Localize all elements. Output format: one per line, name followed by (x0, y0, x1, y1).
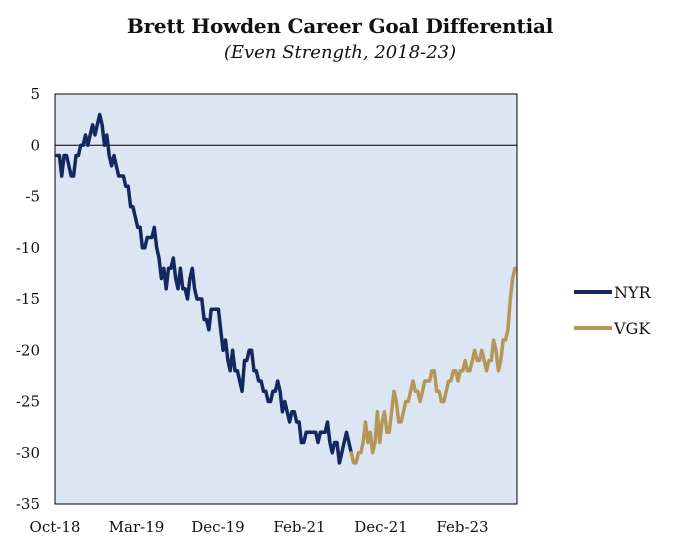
y-axis: 5 0 -5 -10 -15 -20 -25 -30 -35 (16, 85, 40, 513)
series-layer (55, 112, 517, 465)
y-tick-label: -35 (16, 495, 40, 513)
y-tick-label: -30 (16, 444, 40, 462)
x-axis: Oct-18 Mar-19 Dec-19 Feb-21 Dec-21 Feb-23 (30, 518, 489, 536)
chart-title: Brett Howden Career Goal Differential (126, 14, 554, 38)
chart-subtitle: (Even Strength, 2018-23) (223, 42, 457, 63)
x-tick-label: Feb-21 (273, 518, 325, 536)
plot-area (54, 93, 518, 505)
legend: NYR VGK (574, 283, 652, 338)
legend-label-vgk: VGK (613, 319, 651, 338)
y-tick-label: 5 (30, 85, 40, 103)
x-tick-label: Dec-21 (354, 518, 407, 536)
x-tick-label: Oct-18 (30, 518, 81, 536)
series-line-nyr (55, 112, 354, 465)
legend-label-nyr: NYR (614, 283, 652, 302)
y-tick-label: -15 (16, 290, 40, 308)
y-tick-label: -10 (16, 239, 40, 257)
y-tick-label: -20 (16, 341, 40, 359)
y-tick-label: -25 (16, 393, 40, 411)
y-tick-label: 0 (30, 136, 40, 154)
x-tick-label: Dec-19 (191, 518, 244, 536)
y-tick-label: -5 (25, 188, 40, 206)
x-tick-label: Mar-19 (109, 518, 165, 536)
x-tick-label: Feb-23 (436, 518, 488, 536)
series-line-vgk (349, 266, 517, 465)
